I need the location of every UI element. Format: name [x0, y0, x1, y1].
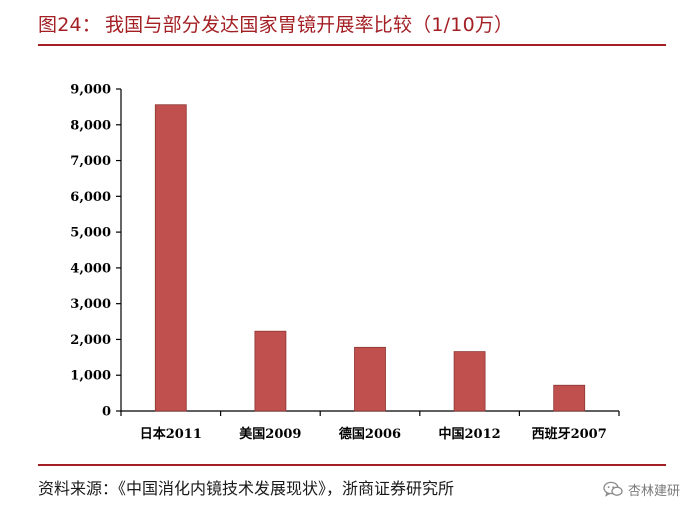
bar [553, 384, 586, 412]
y-axis: 0 1,000 2,000 3,000 4,000 5,000 6,000 7,000 8,00… [70, 83, 122, 420]
figure-number: 图24： [38, 14, 101, 36]
y-tick-label: 3,000 [70, 297, 111, 312]
footer-divider [38, 464, 666, 466]
x-axis [120, 410, 620, 416]
bar [154, 104, 187, 412]
x-tick-label: 美国2009 [239, 426, 301, 442]
x-tick-labels: 日本2011 美国2009 德国2006 中国2012 西班牙2007 [140, 426, 607, 442]
figure-title-text: 我国与部分发达国家胃镜开展率比较（1/10万） [104, 14, 514, 36]
y-tick-label: 0 [102, 405, 111, 420]
bar-series [154, 104, 586, 412]
y-tick-label: 7,000 [70, 154, 111, 169]
y-tick-label: 9,000 [70, 83, 111, 98]
bar [254, 330, 287, 412]
x-tick-label: 西班牙2007 [532, 426, 607, 442]
y-tick-label: 5,000 [70, 226, 111, 241]
x-tick-label: 中国2012 [439, 426, 501, 442]
source-note: 资料来源：《中国消化内镜技术发展现状》，浙商证券研究所 [38, 479, 455, 498]
watermark: 杏林建研 [603, 478, 680, 500]
y-tick-label: 1,000 [70, 369, 111, 384]
x-tick-label: 德国2006 [339, 426, 401, 442]
watermark-text: 杏林建研 [627, 483, 680, 499]
y-tick-label: 4,000 [70, 261, 111, 276]
chart-title: 图24： 我国与部分发达国家胃镜开展率比较（1/10万） [38, 12, 513, 38]
y-tick-label: 2,000 [70, 333, 111, 348]
bar [453, 351, 486, 412]
y-tick-label: 6,000 [70, 190, 111, 205]
y-tick-label: 8,000 [70, 118, 111, 133]
x-tick-label: 日本2011 [140, 426, 202, 442]
title-divider [38, 44, 666, 46]
bar [354, 346, 386, 412]
wechat-icon [603, 481, 623, 497]
